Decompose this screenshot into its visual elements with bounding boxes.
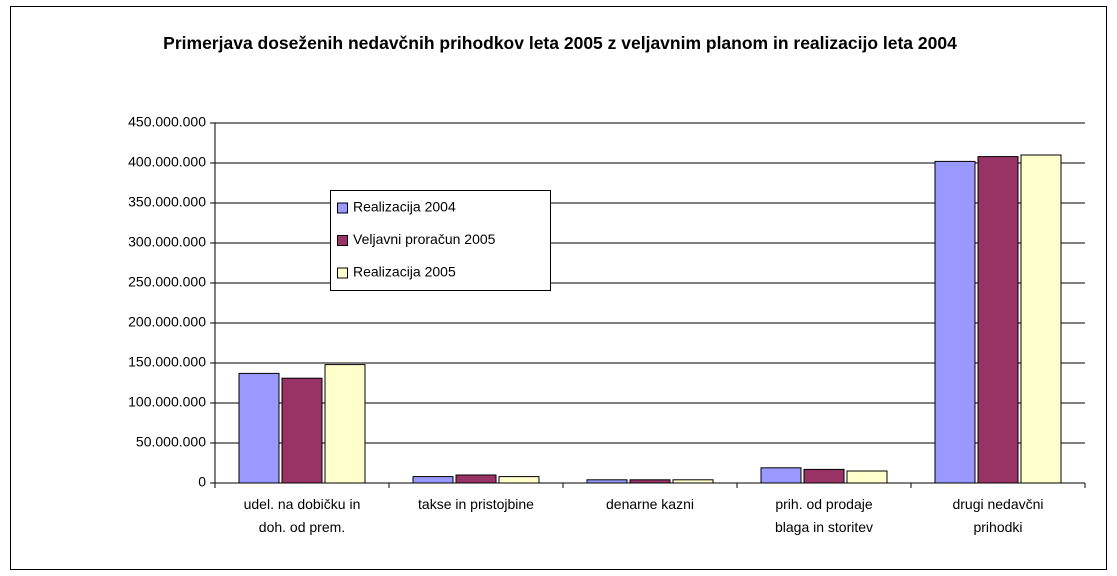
- legend-swatch: [337, 235, 348, 246]
- legend-label: Realizacija 2004: [353, 199, 456, 215]
- chart-frame: [10, 6, 1107, 570]
- y-tick-label: 50.000.000: [136, 434, 206, 450]
- bar: [498, 476, 540, 484]
- bar: [455, 474, 497, 484]
- y-tick-label: 350.000.000: [128, 194, 206, 210]
- legend-label: Veljavni proračun 2005: [353, 231, 496, 247]
- x-tick-label: udel. na dobičku in doh. od prem.: [243, 496, 361, 535]
- bar: [629, 479, 671, 484]
- bar: [281, 377, 323, 484]
- x-tick-label: drugi nedavčni prihodki: [952, 496, 1044, 535]
- x-tick-label: prih. od prodaje blaga in storitev: [774, 496, 874, 535]
- x-tick-label: denarne kazni: [606, 496, 694, 512]
- bar: [412, 476, 454, 484]
- chart-title: Primerjava doseženih nedavčnih prihodkov…: [163, 33, 957, 53]
- bar: [672, 479, 714, 484]
- bar: [586, 479, 628, 484]
- y-tick-label: 150.000.000: [128, 354, 206, 370]
- x-tick-label: takse in pristojbine: [418, 496, 534, 512]
- y-tick-label: 100.000.000: [128, 394, 206, 410]
- bar: [846, 470, 888, 484]
- bar: [324, 364, 366, 484]
- y-tick-label: 250.000.000: [128, 274, 206, 290]
- bar: [977, 156, 1019, 484]
- legend-label: Realizacija 2005: [353, 264, 456, 280]
- y-tick-label: 450.000.000: [128, 114, 206, 130]
- y-tick-label: 0: [198, 474, 206, 490]
- legend-box: [330, 190, 551, 291]
- y-tick-label: 200.000.000: [128, 314, 206, 330]
- bar: [934, 160, 976, 484]
- y-tick-label: 400.000.000: [128, 154, 206, 170]
- bar: [238, 372, 280, 484]
- bar: [760, 467, 802, 484]
- y-tick-label: 300.000.000: [128, 234, 206, 250]
- legend-swatch: [337, 202, 348, 214]
- bar: [1020, 154, 1062, 484]
- bar: [803, 468, 845, 484]
- legend-swatch: [337, 267, 348, 279]
